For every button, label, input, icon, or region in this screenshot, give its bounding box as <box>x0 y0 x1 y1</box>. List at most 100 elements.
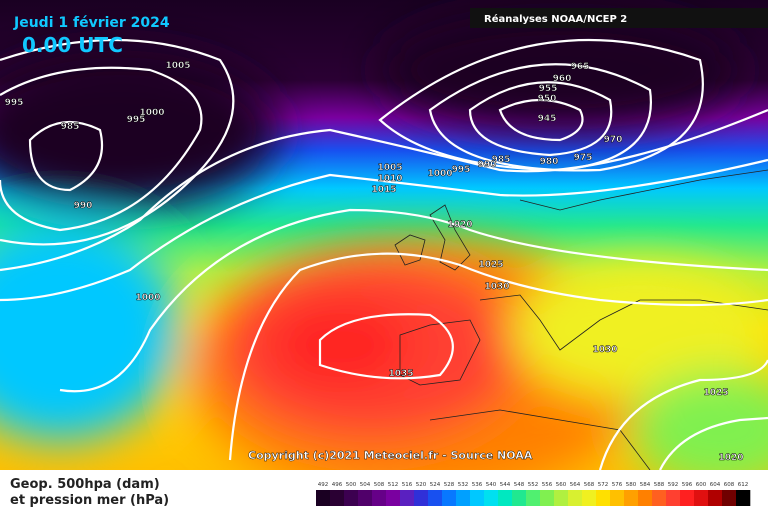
colorbar-swatch <box>428 490 443 506</box>
isobar-label: 960 <box>553 74 572 84</box>
colorbar-label: 572 <box>598 482 609 488</box>
isobar-label: 1035 <box>388 369 413 379</box>
colorbar-label: 608 <box>724 482 735 488</box>
colorbar-swatch <box>540 490 555 506</box>
isobar-label: 970 <box>604 135 623 145</box>
isobar-label: 1030 <box>484 282 509 292</box>
colorbar-label: 540 <box>486 482 497 488</box>
isobar-label: 1005 <box>377 163 402 173</box>
colorbar-swatch <box>722 490 737 506</box>
colorbar-label: 528 <box>444 482 455 488</box>
colorbar-swatch <box>736 490 751 506</box>
colorbar-label: 492 <box>318 482 329 488</box>
isobar-label: 950 <box>538 94 557 104</box>
isobar-label: 975 <box>574 153 593 163</box>
colorbar-label: 612 <box>738 482 749 488</box>
coastlines <box>394 169 768 471</box>
isobars <box>0 38 768 471</box>
colorbar-label: 520 <box>416 482 427 488</box>
colorbar-swatch <box>386 490 401 506</box>
colorbar-label: 508 <box>374 482 385 488</box>
isobar-label: 1025 <box>703 388 728 398</box>
colorbar-swatch <box>666 490 681 506</box>
colorbar-swatch <box>344 490 359 506</box>
isobar-label: 1010 <box>377 174 402 184</box>
colorbar-label: 600 <box>696 482 707 488</box>
colorbar-label: 524 <box>430 482 441 488</box>
colorbar-swatch <box>358 490 373 506</box>
colorbar-label: 548 <box>514 482 525 488</box>
colorbar-label: 596 <box>682 482 693 488</box>
colorbar-swatch <box>708 490 723 506</box>
isobar-label: 980 <box>540 157 559 167</box>
colorbar-swatch <box>526 490 541 506</box>
isobar-labels: 1005995985995100099010009659609559509459… <box>4 61 743 464</box>
legend-title: et pression mer (hPa) <box>10 493 169 508</box>
colorbar-swatch <box>470 490 485 506</box>
colorbar-swatch <box>624 490 639 506</box>
colorbar-label: 584 <box>640 482 651 488</box>
source-box <box>470 8 768 28</box>
colorbar-label: 592 <box>668 482 679 488</box>
colorbar-swatch <box>610 490 625 506</box>
colorbar-swatch <box>512 490 527 506</box>
isobar-label: 985 <box>492 155 511 165</box>
isobar-label: 995 <box>5 98 24 108</box>
colorbar-swatch <box>596 490 611 506</box>
colorbar-label: 580 <box>626 482 637 488</box>
colorbar-label: 560 <box>556 482 567 488</box>
colorbar-swatch <box>316 490 331 506</box>
source: Réanalyses NOAA/NCEP 2 <box>484 13 627 25</box>
colorbar: 492 496 500 504 508 512 516 520 524 528 532 536 540 5… <box>316 482 751 506</box>
colorbar-swatch <box>638 490 653 506</box>
colorbar-label: 588 <box>654 482 665 488</box>
colorbar-label: 568 <box>584 482 595 488</box>
isobar-label: 1030 <box>592 345 617 355</box>
isobar-label: 1025 <box>478 260 503 270</box>
isobar-label: 995 <box>127 115 146 125</box>
colorbar-label: 516 <box>402 482 413 488</box>
colorbar-swatch <box>442 490 457 506</box>
isobar-label: 990 <box>74 201 93 211</box>
colorbar-swatch <box>372 490 387 506</box>
field-blobs <box>0 10 768 500</box>
colorbar-label: 500 <box>346 482 357 488</box>
colorbar-swatch <box>456 490 471 506</box>
time: 0.00 UTC <box>22 33 123 57</box>
isobar-label: 1000 <box>135 293 160 303</box>
isobar-label: 1000 <box>427 169 452 179</box>
colorbar-swatch <box>554 490 569 506</box>
colorbar-label: 556 <box>542 482 553 488</box>
isobar-label: 945 <box>538 114 557 124</box>
isobar-label: 1020 <box>718 453 743 463</box>
isobar-label: 1000 <box>139 108 164 118</box>
colorbar-label: 532 <box>458 482 469 488</box>
isobar-label: 985 <box>61 122 80 132</box>
colorbar-label: 564 <box>570 482 581 488</box>
colorbar-swatch <box>582 490 597 506</box>
colorbar-swatch <box>484 490 499 506</box>
colorbar-swatch <box>652 490 667 506</box>
colorbar-swatch <box>694 490 709 506</box>
colorbar-label: 576 <box>612 482 623 488</box>
colorbar-label: 496 <box>332 482 343 488</box>
copyright: Copyright (c)2021 Meteociel.fr - Source … <box>248 449 533 462</box>
colorbar-label: 512 <box>388 482 399 488</box>
colorbar-swatch <box>568 490 583 506</box>
colorbar-swatch <box>330 490 345 506</box>
colorbar-label: 504 <box>360 482 371 488</box>
isobar-label: 1015 <box>371 185 396 195</box>
colorbar-label: 544 <box>500 482 511 488</box>
isobar-label: 1005 <box>165 61 190 71</box>
isobar-label: 995 <box>452 165 471 175</box>
colorbar-swatch <box>414 490 429 506</box>
colorbar-label: 536 <box>472 482 483 488</box>
colorbar-swatch <box>400 490 415 506</box>
colorbar-swatch <box>680 490 695 506</box>
legend-title: Geop. 500hpa (dam) <box>10 477 160 492</box>
colorbar-label: 552 <box>528 482 539 488</box>
title: Jeudi 1 février 2024 <box>13 15 170 31</box>
isobar-label: 990 <box>478 160 497 170</box>
